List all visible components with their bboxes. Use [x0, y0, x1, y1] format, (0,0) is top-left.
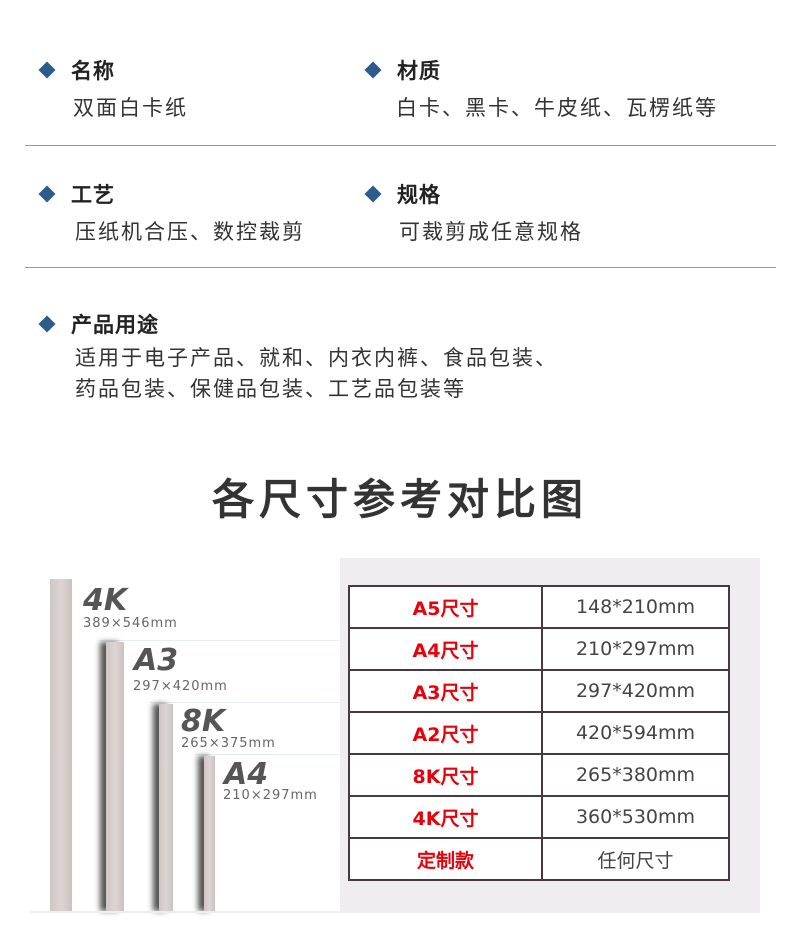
- guide-line: [100, 640, 340, 641]
- spec-value: 适用于电子产品、就和、内衣内裤、食品包装、 药品包装、保健品包装、工艺品包装等: [75, 343, 558, 405]
- sheet-size: 210×297mm: [223, 788, 318, 803]
- size-value: 360*530mm: [541, 795, 730, 839]
- table-row: A4尺寸 210*297mm: [348, 627, 730, 671]
- spec-label: 规格: [397, 183, 441, 207]
- spec-process: 工艺 压纸机合压、数控裁剪: [38, 179, 305, 248]
- size-value: 210*297mm: [541, 627, 730, 671]
- sheet-label: 4K: [83, 583, 128, 618]
- size-value: 148*210mm: [541, 585, 730, 629]
- baseline: [30, 911, 340, 913]
- size-name: 定制款: [348, 837, 543, 881]
- size-name: 8K尺寸: [348, 753, 543, 797]
- diamond-icon: [364, 61, 382, 79]
- usage-line-1: 适用于电子产品、就和、内衣内裤、食品包装、: [75, 346, 558, 370]
- diamond-icon: [38, 61, 56, 79]
- section-title: 各尺寸参考对比图: [211, 475, 588, 524]
- sheet-size: 297×420mm: [133, 679, 228, 694]
- size-table: A5尺寸 148*210mm A4尺寸 210*297mm A3尺寸 297*420mm A…: [348, 585, 730, 881]
- spec-label: 材质: [397, 59, 441, 83]
- spec-value: 可裁剪成任意规格: [399, 220, 583, 244]
- size-value: 265*380mm: [541, 753, 730, 797]
- sheet-label: 8K: [181, 704, 226, 739]
- sheet-label: A3: [134, 643, 179, 678]
- spec-value: 双面白卡纸: [73, 96, 188, 120]
- usage-line-2: 药品包装、保健品包装、工艺品包装等: [75, 377, 466, 401]
- size-name: A2尺寸: [348, 711, 543, 755]
- table-row: 定制款 任何尺寸: [348, 837, 730, 881]
- size-value: 297*420mm: [541, 669, 730, 713]
- sheet-4k: [50, 579, 72, 911]
- size-name: A5尺寸: [348, 585, 543, 629]
- guide-line: [195, 754, 340, 755]
- sheet-8k: [159, 704, 173, 911]
- spec-usage: 产品用途 适用于电子产品、就和、内衣内裤、食品包装、 药品包装、保健品包装、工艺品…: [38, 309, 558, 405]
- size-value: 420*594mm: [541, 711, 730, 755]
- size-value: 任何尺寸: [541, 837, 730, 881]
- spec-label: 工艺: [71, 183, 115, 207]
- size-name: A4尺寸: [348, 627, 543, 671]
- sheet-a3: [106, 642, 124, 911]
- diamond-icon: [38, 185, 56, 203]
- table-row: A3尺寸 297*420mm: [348, 669, 730, 713]
- spec-value: 压纸机合压、数控裁剪: [75, 220, 305, 244]
- spec-size: 规格 可裁剪成任意规格: [364, 179, 583, 248]
- table-row: 4K尺寸 360*530mm: [348, 795, 730, 839]
- diamond-icon: [38, 315, 56, 333]
- diamond-icon: [364, 185, 382, 203]
- size-name: 4K尺寸: [348, 795, 543, 839]
- spec-value: 白卡、黑卡、牛皮纸、瓦楞纸等: [396, 96, 718, 120]
- divider: [25, 145, 776, 146]
- table-row: 8K尺寸 265*380mm: [348, 753, 730, 797]
- spec-label: 名称: [71, 59, 115, 83]
- spec-label: 产品用途: [71, 313, 159, 337]
- sheet-a4: [204, 756, 215, 911]
- sheet-size: 389×546mm: [83, 616, 178, 631]
- size-name: A3尺寸: [348, 669, 543, 713]
- spec-name: 名称 双面白卡纸: [38, 55, 188, 124]
- divider: [25, 267, 776, 268]
- sheet-size: 265×375mm: [181, 736, 276, 751]
- table-row: A2尺寸 420*594mm: [348, 711, 730, 755]
- sheet-label: A4: [224, 757, 269, 792]
- table-row: A5尺寸 148*210mm: [348, 585, 730, 629]
- guide-line: [150, 702, 340, 703]
- spec-material: 材质 白卡、黑卡、牛皮纸、瓦楞纸等: [364, 55, 718, 124]
